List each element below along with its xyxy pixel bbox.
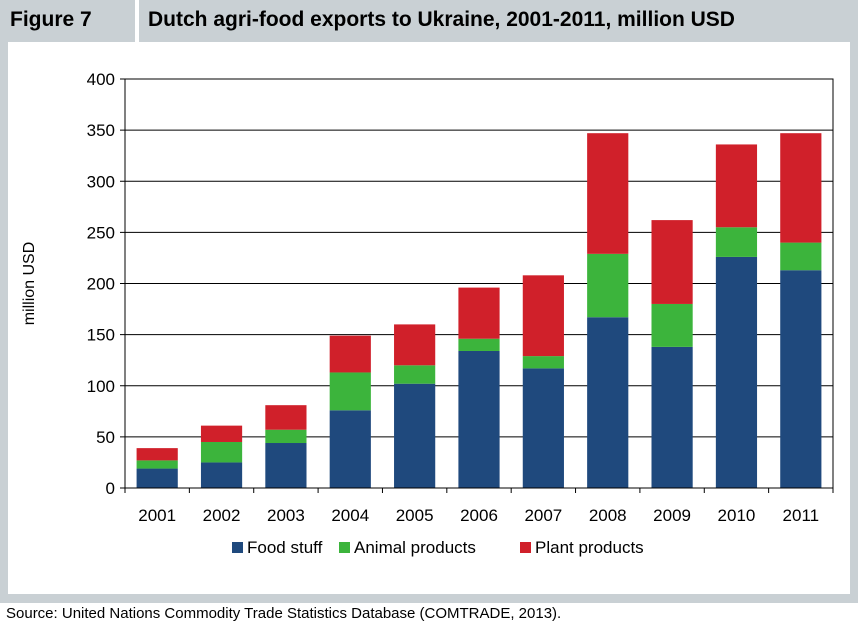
- x-tick-label: 2011: [783, 506, 820, 525]
- y-tick-label: 400: [87, 70, 115, 89]
- bar-segment: [265, 429, 307, 444]
- y-axis-label: million USD: [21, 242, 38, 326]
- x-tick-label: 2003: [267, 506, 305, 525]
- figure-header: Figure 7 Dutch agri-food exports to Ukra…: [0, 0, 858, 42]
- bar-segment: [651, 346, 693, 488]
- bar-segment: [458, 350, 500, 488]
- bar-segment: [136, 460, 178, 469]
- bar-segment: [522, 356, 564, 369]
- y-tick-label: 300: [87, 172, 115, 191]
- bar-segment: [394, 383, 436, 488]
- legend-swatch: [232, 542, 243, 553]
- y-tick-label: 200: [87, 275, 115, 294]
- plot-area-border: [124, 78, 834, 489]
- bar-segment: [265, 405, 307, 430]
- bar-segment: [200, 441, 243, 463]
- bar-segment: [651, 220, 693, 304]
- bar-segment: [715, 256, 758, 488]
- y-axis-ticks: 0 50 100 150 200 250 300 350 400: [87, 70, 125, 498]
- x-tick-label: 2010: [718, 506, 756, 525]
- bar-segment: [715, 144, 758, 228]
- bars: [136, 133, 822, 488]
- y-tick-label: 350: [87, 121, 115, 140]
- y-tick-label: 250: [87, 223, 115, 242]
- source-note: Source: United Nations Commodity Trade S…: [6, 605, 562, 622]
- bar-segment: [394, 365, 436, 384]
- bar-segment: [458, 287, 500, 339]
- legend-swatch: [339, 542, 350, 553]
- y-tick-label: 100: [87, 377, 115, 396]
- legend-swatch: [520, 542, 531, 553]
- figure-title: Dutch agri-food exports to Ukraine, 2001…: [148, 8, 735, 31]
- bar-segment: [780, 242, 822, 271]
- bar-segment: [200, 462, 243, 488]
- bar-segment: [651, 303, 693, 347]
- y-tick-label: 150: [87, 326, 115, 345]
- source-bar: [0, 602, 858, 631]
- legend: Food stuff Animal products Plant products: [232, 538, 644, 557]
- x-tick-label: 2001: [138, 506, 176, 525]
- figure-number: Figure 7: [10, 8, 92, 31]
- bar-segment: [136, 468, 178, 488]
- bar-segment: [329, 335, 371, 373]
- legend-label: Food stuff: [247, 538, 323, 557]
- bar-segment: [522, 368, 564, 488]
- bar-segment: [136, 448, 178, 461]
- x-tick-label: 2002: [203, 506, 241, 525]
- x-tick-label: 2004: [331, 506, 369, 525]
- bar-segment: [522, 275, 564, 357]
- x-axis-ticks: 2001 2002 2003 2004 2005 2006 2007 2008 2009 2010…: [124, 488, 834, 525]
- x-tick-label: 2006: [460, 506, 498, 525]
- x-tick-label: 2005: [396, 506, 434, 525]
- bar-segment: [780, 270, 822, 488]
- y-tick-label: 50: [96, 428, 115, 447]
- bar-segment: [587, 133, 629, 254]
- bar-segment: [394, 324, 436, 366]
- bar-segment: [715, 227, 758, 257]
- bar-segment: [458, 338, 500, 351]
- bar-segment: [587, 317, 629, 488]
- bar-segment: [329, 410, 371, 488]
- x-tick-label: 2007: [524, 506, 562, 525]
- bar-segment: [587, 253, 629, 318]
- x-tick-label: 2009: [653, 506, 691, 525]
- legend-label: Plant products: [535, 538, 644, 557]
- chart-panel: 0 50 100 150 200 250 300 350 400 2001 2002 2003 200…: [0, 42, 858, 602]
- bar-segment: [200, 425, 243, 442]
- x-tick-label: 2008: [589, 506, 627, 525]
- bar-segment: [265, 443, 307, 488]
- bar-segment: [329, 372, 371, 411]
- bar-segment: [780, 133, 822, 243]
- legend-label: Animal products: [354, 538, 476, 557]
- header-separator: [135, 0, 139, 42]
- y-tick-label: 0: [106, 479, 115, 498]
